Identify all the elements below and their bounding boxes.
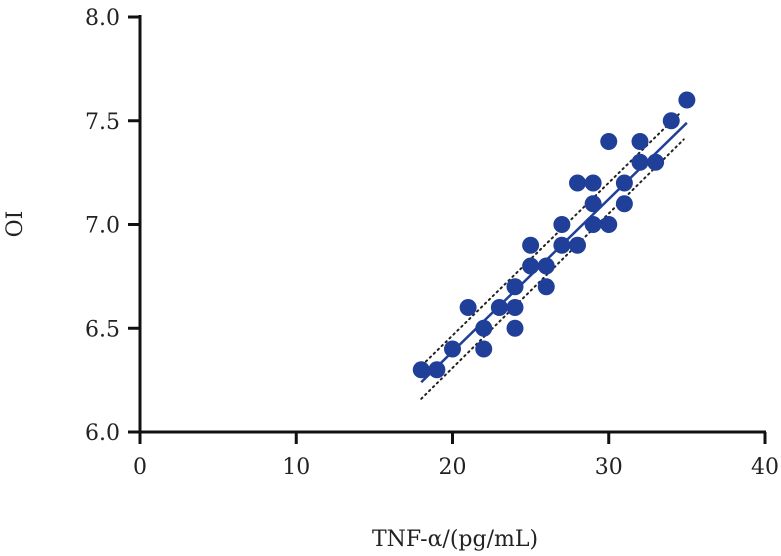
x-tick-label: 30 <box>595 455 623 480</box>
data-point <box>537 257 555 275</box>
data-point <box>490 299 508 316</box>
y-tick-label: 7.0 <box>85 214 120 239</box>
data-point <box>647 153 665 171</box>
data-point <box>506 299 524 316</box>
data-point <box>615 174 633 192</box>
data-point <box>444 340 461 358</box>
data-point <box>412 361 430 379</box>
x-tick-label: 0 <box>133 455 147 480</box>
ci-lower-band <box>420 138 685 400</box>
data-point <box>631 153 649 171</box>
data-point <box>600 133 618 150</box>
x-tick-label: 40 <box>751 455 779 480</box>
data-point <box>678 91 696 109</box>
y-tick-label: 7.5 <box>85 110 120 135</box>
data-point <box>475 340 493 358</box>
data-point <box>631 133 649 150</box>
x-tick-label: 20 <box>439 455 467 480</box>
ci-upper-band <box>424 111 682 363</box>
y-tick-label: 8.0 <box>85 6 120 31</box>
data-point <box>522 257 540 275</box>
data-point <box>662 112 680 130</box>
y-tick-label: 6.0 <box>85 421 120 446</box>
data-point <box>506 278 524 296</box>
y-tick-label: 6.5 <box>85 317 120 342</box>
data-point <box>584 216 602 233</box>
data-point <box>537 278 555 296</box>
data-point <box>459 299 477 316</box>
data-point <box>569 236 586 254</box>
x-axis-label: TNF-α/(pg/mL) <box>372 527 538 552</box>
data-point <box>522 236 540 254</box>
data-point <box>569 174 586 192</box>
x-tick-label: 10 <box>282 455 310 480</box>
data-point <box>615 195 633 213</box>
data-point <box>553 236 571 254</box>
y-axis-label: OI <box>3 211 28 238</box>
data-point <box>553 216 571 233</box>
data-point <box>584 174 602 192</box>
data-point <box>506 319 524 337</box>
data-point <box>475 319 493 337</box>
data-point <box>428 361 446 379</box>
data-point <box>584 195 602 213</box>
data-point <box>600 216 618 233</box>
